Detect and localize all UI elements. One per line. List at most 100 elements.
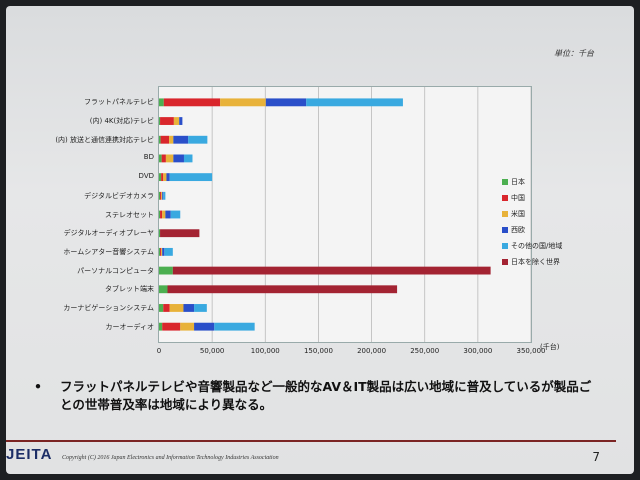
bar-segment	[169, 304, 184, 312]
legend-label: 日本	[511, 178, 525, 186]
bar-segment	[159, 210, 161, 219]
bar-segment	[161, 191, 163, 200]
category-label: パーソナルコンピュータ	[77, 266, 154, 275]
legend-label: 日本を除く世界	[511, 258, 560, 266]
bullet-mark: •	[34, 379, 42, 394]
x-tick-label: 150,000	[303, 347, 333, 355]
bar-segment	[160, 135, 170, 144]
jeita-logo: JEITA	[6, 446, 53, 463]
bar-segment	[165, 210, 171, 219]
bar-segment	[169, 135, 174, 144]
bar-segment	[179, 117, 183, 125]
legend: 日本中国米国西欧その他の国/地域 日本を除く世界	[502, 174, 562, 270]
bar-segment	[162, 247, 165, 256]
unit-note: 単位：千台	[554, 49, 594, 58]
legend-swatch	[502, 227, 508, 233]
bullet-text: フラットパネルテレビや音響製品など一般的なAV＆IT製品は広い地域に普及している…	[60, 379, 592, 412]
bar-segment	[159, 191, 161, 200]
bar-segment	[159, 173, 162, 182]
bar-segment	[159, 135, 161, 144]
x-tick-label: 50,000	[199, 347, 225, 355]
legend-item: 日本を除く世界	[502, 254, 562, 270]
bar-segment	[159, 117, 161, 125]
x-tick-label: 250,000	[410, 347, 440, 355]
bar-segment	[170, 210, 181, 219]
category-label: BD	[143, 153, 154, 162]
category-label: タブレット端末	[105, 285, 154, 294]
footer-divider	[6, 440, 616, 442]
bar-segment	[161, 247, 163, 256]
legend-item: その他の国/地域	[502, 238, 562, 254]
bar-segment	[164, 247, 173, 256]
bar-segment	[159, 247, 161, 256]
bar-segment	[169, 173, 213, 182]
category-label: カーオーディオ	[105, 322, 154, 331]
bar-segment	[214, 322, 255, 331]
legend-swatch	[502, 259, 508, 265]
x-tick-label: 0	[156, 347, 162, 355]
legend-label: 米国	[511, 210, 525, 218]
bar-segment	[306, 98, 403, 107]
bar-chart	[159, 87, 531, 342]
bar-segment	[159, 266, 173, 275]
legend-item: 米国	[502, 206, 562, 222]
bar-segment	[194, 322, 215, 331]
bar-segment	[159, 285, 168, 294]
bar-segment	[172, 266, 491, 275]
bar-segment	[163, 191, 166, 200]
bar-segment	[194, 304, 207, 312]
category-label: (内) 放送と通信連携対応テレビ	[55, 135, 154, 144]
page-number: 7	[592, 450, 600, 464]
legend-swatch	[502, 179, 508, 185]
x-tick-label: 100,000	[250, 347, 280, 355]
slide: 単位：千台 フラットパネルテレビ (内) 4K(対応)テレビ (内) 放送と通信連携…	[6, 6, 634, 474]
bar-segment	[165, 154, 174, 163]
legend-item: 中国	[502, 190, 562, 206]
bar-segment	[160, 191, 162, 200]
x-axis-unit: (千台)	[540, 343, 560, 351]
bar-segment	[173, 135, 189, 144]
x-tick-label: 200,000	[357, 347, 387, 355]
category-label: ステレオセット	[105, 210, 154, 219]
bar-segment	[160, 210, 163, 219]
legend-item: 日本	[502, 174, 562, 190]
bar-segment	[173, 117, 180, 125]
bar-segment	[160, 117, 174, 125]
bar-segment	[167, 285, 398, 294]
bar-segment	[163, 304, 170, 312]
bar-segment	[159, 98, 164, 107]
bar-segment	[159, 322, 163, 331]
legend-swatch	[502, 195, 508, 201]
bar-segment	[265, 98, 307, 107]
bar-segment	[220, 98, 266, 107]
bar-segment	[163, 173, 167, 182]
bar-segment	[160, 229, 200, 238]
bar-segment	[163, 98, 221, 107]
bar-segment	[180, 322, 195, 331]
category-label: デジタルビデオカメラ	[84, 191, 154, 200]
x-tick-label: 300,000	[463, 347, 493, 355]
bar-segment	[160, 247, 162, 256]
bar-segment	[188, 135, 208, 144]
x-tick-label: 350,000	[516, 347, 546, 355]
category-label: デジタルオーディオプレーヤ	[63, 229, 154, 238]
bar-segment	[159, 304, 164, 312]
legend-label: 西欧	[511, 226, 525, 234]
category-label: (内) 4K(対応)テレビ	[89, 117, 154, 126]
plot-area	[158, 86, 532, 343]
legend-swatch	[502, 243, 508, 249]
bar-segment	[159, 154, 162, 163]
bar-segment	[161, 173, 164, 182]
bullet-point: • フラットパネルテレビや音響製品など一般的なAV＆IT製品は広い地域に普及して…	[34, 378, 594, 414]
category-label: DVD	[138, 172, 154, 181]
bar-segment	[159, 229, 161, 238]
bar-segment	[162, 191, 164, 200]
legend-label: その他の国/地域	[511, 242, 563, 250]
legend-swatch	[502, 211, 508, 217]
bar-segment	[162, 322, 181, 331]
category-label: フラットパネルテレビ	[84, 98, 154, 107]
category-label: ホームシアター音響システム	[63, 247, 154, 256]
bar-segment	[173, 154, 184, 163]
bar-segment	[161, 154, 166, 163]
copyright-text: Copyright (C) 2016 Japan Electronics and…	[62, 455, 279, 461]
